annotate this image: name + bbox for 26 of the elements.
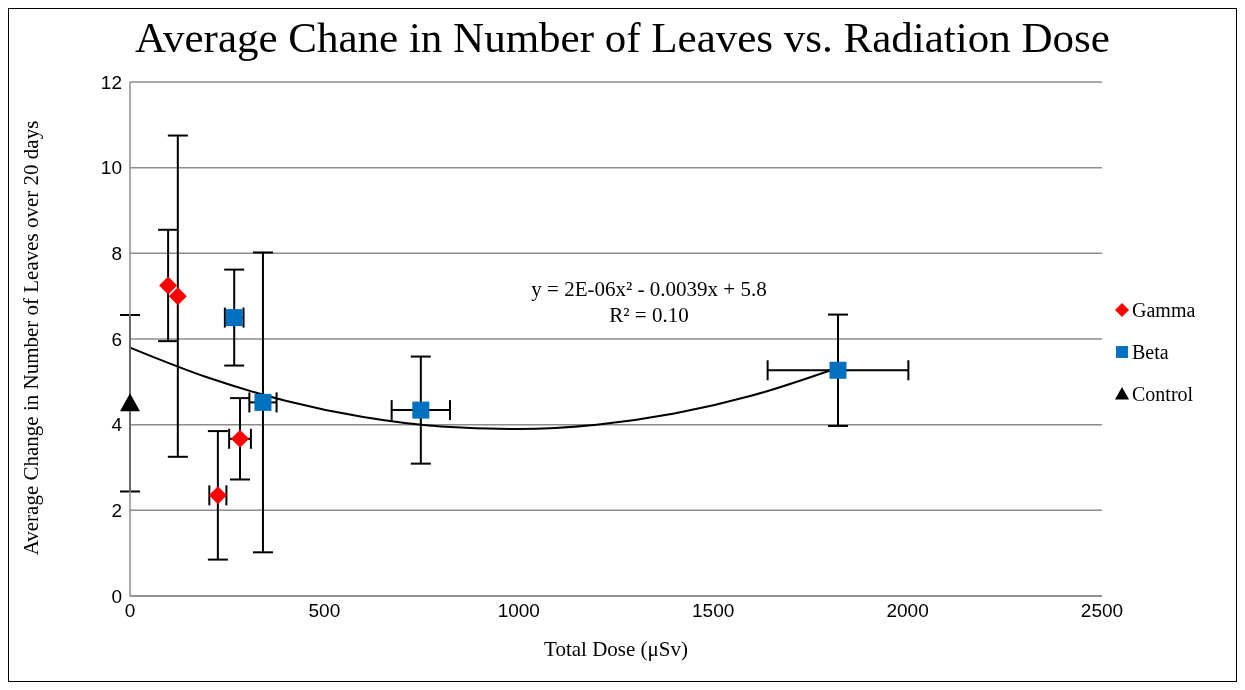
x-tick-label: 1000 xyxy=(497,600,540,622)
annotation: R² = 0.10 xyxy=(608,302,690,328)
point xyxy=(829,361,847,379)
x-tick-label: 500 xyxy=(308,600,341,622)
y-tick-label: 0 xyxy=(111,585,122,607)
x-axis-title: Total Dose (μSv) xyxy=(543,637,689,662)
legend-label: Control xyxy=(1132,382,1194,406)
point xyxy=(254,393,272,411)
y-tick-label: 10 xyxy=(100,157,122,179)
x-tick-label: 1500 xyxy=(692,600,735,622)
y-axis-title: Average Change in Number of Leaves over 20 days xyxy=(17,119,44,558)
chart-title: Average Chane in Number of Leaves vs. Radiation Dose xyxy=(134,13,1111,62)
y-tick-label: 4 xyxy=(111,414,123,436)
y-tick-label: 8 xyxy=(111,243,122,265)
legend-label: Beta xyxy=(1132,340,1169,364)
y-tick-label: 12 xyxy=(100,71,122,93)
y-tick-label: 2 xyxy=(111,500,122,522)
x-tick-label: 2500 xyxy=(1080,600,1124,622)
x-tick-label: 2000 xyxy=(886,600,929,622)
point xyxy=(159,276,178,295)
y-tick-label: 6 xyxy=(111,328,122,350)
legend-label: Gamma xyxy=(1132,298,1196,322)
point xyxy=(412,401,430,419)
annotation: y = 2E-06x² - 0.0039x + 5.8 xyxy=(530,276,768,302)
point xyxy=(120,393,140,412)
point xyxy=(168,287,187,306)
